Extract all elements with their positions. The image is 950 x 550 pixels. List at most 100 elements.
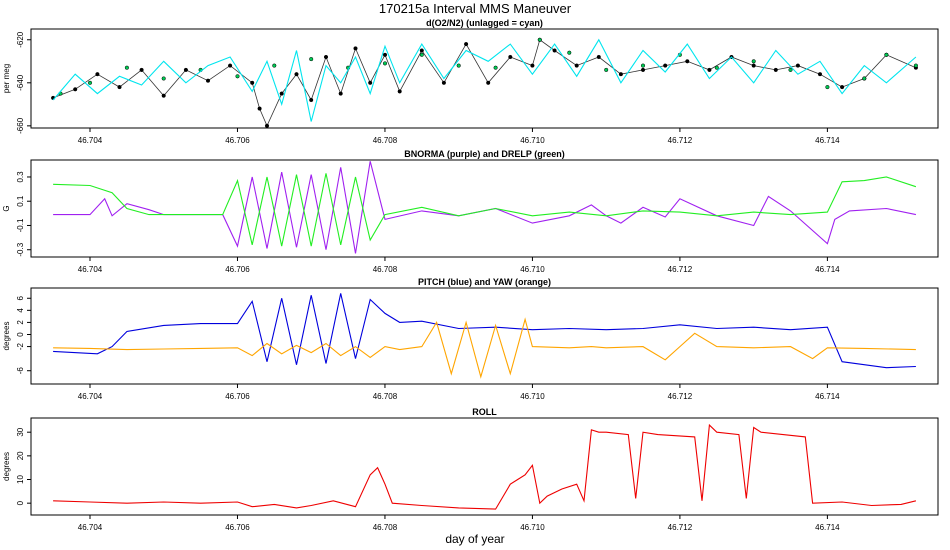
data-point xyxy=(862,76,867,81)
series-3-line xyxy=(52,38,917,122)
data-point xyxy=(183,67,188,72)
data-point xyxy=(294,72,299,77)
x-tick-label: 46.704 xyxy=(78,392,103,401)
data-point xyxy=(751,63,756,68)
data-point xyxy=(279,91,284,96)
data-point xyxy=(368,80,373,85)
y-axis-label: degrees xyxy=(2,452,11,481)
data-point xyxy=(419,52,424,57)
y-tick-label: -0.3 xyxy=(16,242,25,256)
plot-frame xyxy=(30,417,939,516)
data-point xyxy=(640,67,646,72)
data-point xyxy=(139,67,144,72)
data-point xyxy=(250,80,255,85)
series-2-line xyxy=(53,173,917,247)
data-point xyxy=(486,80,491,85)
data-point xyxy=(73,87,78,92)
panel-3: PITCH (blue) and YAW (orange) degrees 46.7… xyxy=(2,277,939,401)
series-1-line xyxy=(53,161,917,254)
x-tick-label: 46.706 xyxy=(225,136,250,145)
data-point xyxy=(419,48,424,53)
data-point xyxy=(604,67,609,72)
data-point xyxy=(640,63,646,68)
data-point xyxy=(840,85,845,90)
x-tick-label: 46.708 xyxy=(373,136,398,145)
data-point xyxy=(567,50,572,55)
data-point xyxy=(913,63,918,68)
y-tick-label: -0.1 xyxy=(16,218,25,232)
panel-title: BNORMA (purple) and DRELP (green) xyxy=(404,149,565,159)
figure-title: 170215a Interval MMS Maneuver xyxy=(379,1,572,16)
series-2-line xyxy=(53,317,916,379)
panel-title: ROLL xyxy=(472,407,497,417)
panel-2: BNORMA (purple) and DRELP (green) G 46.704… xyxy=(2,149,939,274)
data-point xyxy=(530,63,535,68)
series-1-line xyxy=(53,293,916,369)
plot-frame xyxy=(30,28,939,129)
plot-frame xyxy=(30,287,939,385)
data-point xyxy=(257,106,262,111)
data-point xyxy=(537,37,542,42)
x-tick-label: 46.714 xyxy=(815,392,840,401)
y-tick-label: 0 xyxy=(16,500,25,505)
data-point xyxy=(161,93,166,98)
x-tick-label: 46.712 xyxy=(668,136,693,145)
y-tick-label: 6 xyxy=(16,295,25,300)
x-tick-label: 46.706 xyxy=(225,392,250,401)
data-point xyxy=(235,74,240,79)
data-point xyxy=(795,63,800,68)
data-point xyxy=(817,72,823,77)
y-tick-label: -620 xyxy=(16,31,25,48)
x-tick-label: 46.704 xyxy=(78,265,103,274)
data-point xyxy=(441,80,446,85)
data-point xyxy=(338,91,343,96)
x-tick-label: 46.710 xyxy=(520,523,545,532)
x-tick-label: 46.710 xyxy=(520,392,545,401)
data-point xyxy=(309,57,314,62)
y-tick-label: 10 xyxy=(16,475,25,484)
series-2-points xyxy=(58,37,918,96)
data-point xyxy=(353,46,358,51)
plot-frame xyxy=(30,159,939,258)
data-point xyxy=(618,72,623,77)
x-tick-label: 46.710 xyxy=(520,136,545,145)
data-point xyxy=(574,63,579,68)
data-point xyxy=(323,54,329,60)
panel-title: PITCH (blue) and YAW (orange) xyxy=(418,277,551,287)
y-tick-label: -2 xyxy=(16,342,25,350)
data-point xyxy=(825,85,830,90)
data-point xyxy=(117,85,122,90)
x-tick-label: 46.708 xyxy=(373,265,398,274)
y-tick-label: -640 xyxy=(16,74,25,91)
y-tick-label: 0.1 xyxy=(16,195,25,207)
data-point xyxy=(552,48,557,53)
x-tick-label: 46.712 xyxy=(668,392,693,401)
data-point xyxy=(272,63,277,68)
x-tick-label: 46.704 xyxy=(78,523,103,532)
data-point xyxy=(264,123,270,128)
data-point xyxy=(124,65,129,70)
data-point xyxy=(382,61,388,66)
x-tick-label: 46.704 xyxy=(78,136,103,145)
x-tick-label: 46.714 xyxy=(815,265,840,274)
data-point xyxy=(309,97,314,103)
data-point xyxy=(464,42,469,47)
data-point xyxy=(161,76,166,81)
y-tick-label: 4 xyxy=(16,308,25,313)
series-1-line xyxy=(53,423,917,510)
data-point xyxy=(707,67,712,72)
data-point xyxy=(884,52,889,57)
data-point xyxy=(685,59,690,64)
data-point xyxy=(205,78,211,83)
x-tick-label: 46.708 xyxy=(373,392,398,401)
data-point xyxy=(87,80,93,85)
y-tick-label: -6 xyxy=(16,367,25,375)
data-point xyxy=(663,63,668,68)
y-axis-label: degrees xyxy=(2,322,11,351)
data-point xyxy=(493,65,498,70)
data-point xyxy=(751,59,756,64)
x-tick-label: 46.712 xyxy=(668,265,693,274)
x-tick-label: 46.712 xyxy=(668,523,693,532)
data-point xyxy=(95,72,100,77)
